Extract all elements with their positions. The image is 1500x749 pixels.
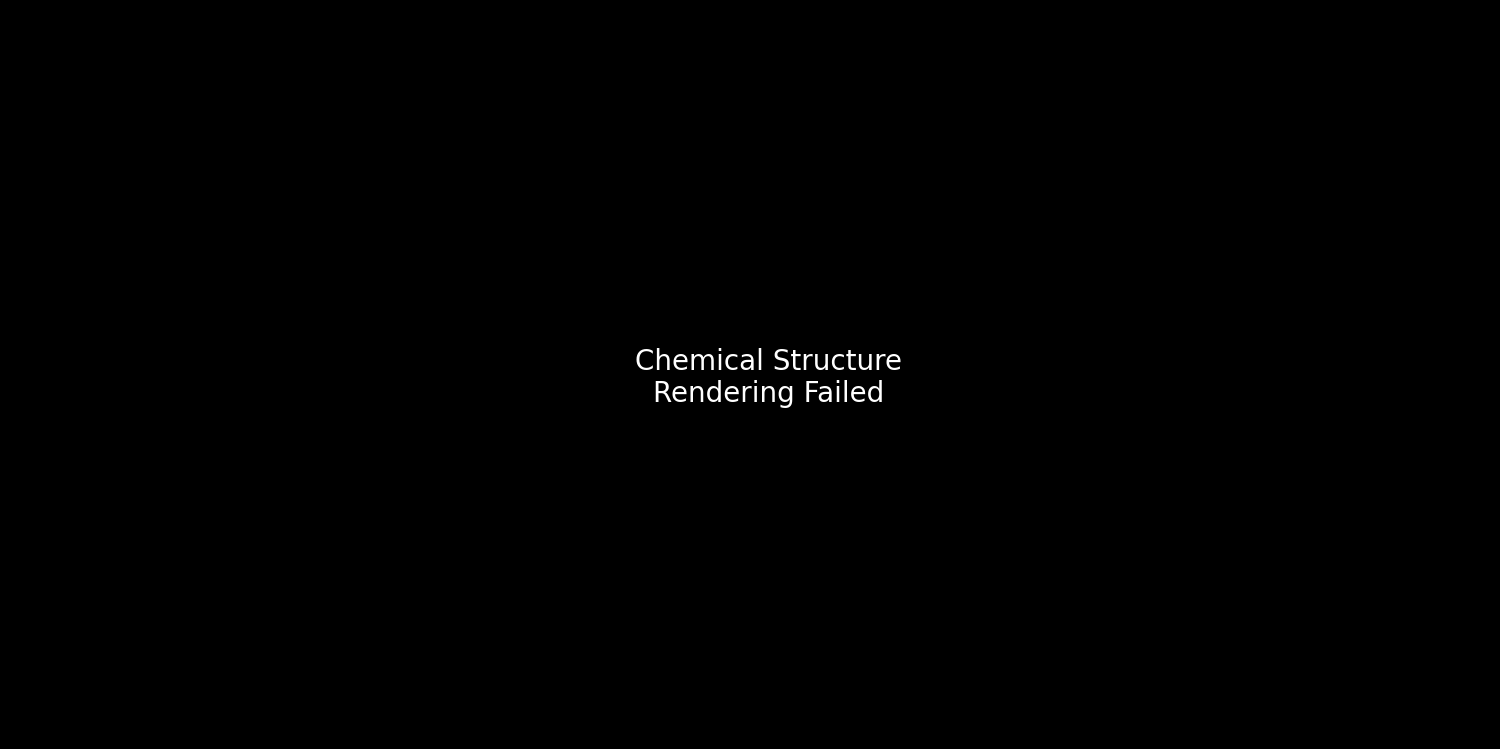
Text: Chemical Structure
Rendering Failed: Chemical Structure Rendering Failed [636, 348, 903, 408]
